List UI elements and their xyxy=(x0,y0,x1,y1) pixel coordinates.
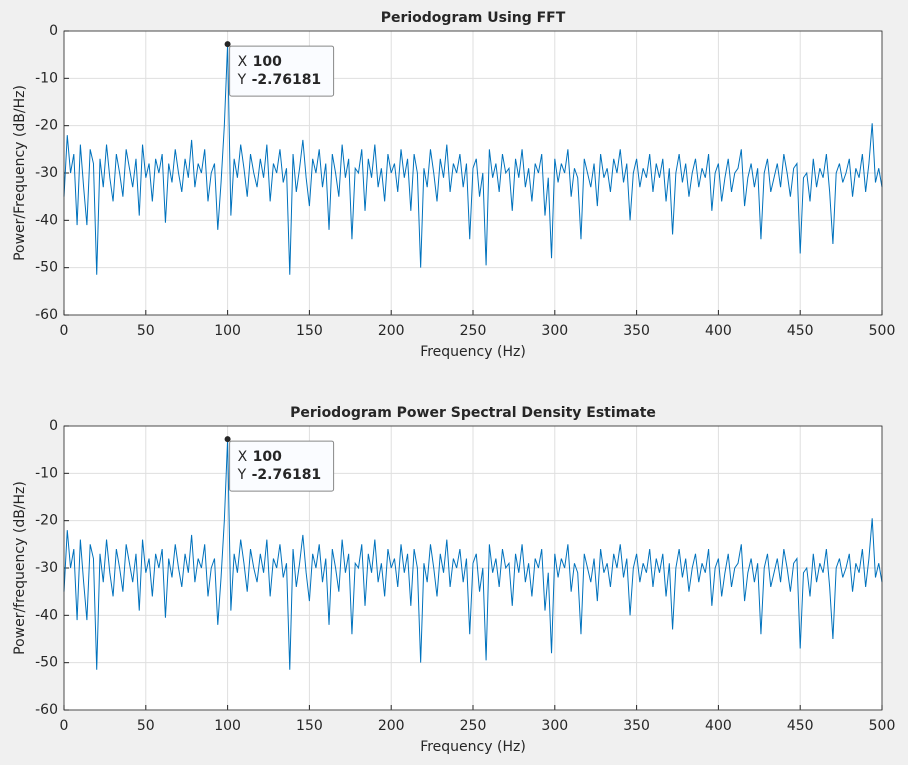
y-tick-label: -60 xyxy=(35,702,58,718)
datatip-box xyxy=(229,45,335,97)
datatip-box xyxy=(229,440,335,492)
x-tick-label: 150 xyxy=(296,323,323,339)
x-axis-label: Frequency (Hz) xyxy=(420,739,526,755)
x-tick-label: 0 xyxy=(60,718,69,734)
datatip-marker xyxy=(224,436,231,443)
y-tick-label: -10 xyxy=(35,465,58,481)
x-tick-label: 150 xyxy=(296,718,323,734)
x-tick-label: 200 xyxy=(378,323,405,339)
y-tick-label: -40 xyxy=(35,607,58,623)
y-tick-label: 0 xyxy=(49,23,58,39)
x-axis-label: Frequency (Hz) xyxy=(420,344,526,360)
x-tick-label: 0 xyxy=(60,323,69,339)
x-tick-label: 50 xyxy=(137,323,155,339)
x-tick-label: 400 xyxy=(705,323,732,339)
y-tick-label: -30 xyxy=(35,165,58,181)
x-tick-label: 100 xyxy=(214,323,241,339)
x-tick-label: 350 xyxy=(623,323,650,339)
axes-box xyxy=(63,30,883,316)
x-tick-label: 500 xyxy=(869,323,896,339)
y-tick-label: -30 xyxy=(35,560,58,576)
datatip-x-value: 100 xyxy=(253,449,282,465)
x-tick-label: 400 xyxy=(705,718,732,734)
y-tick-label: -60 xyxy=(35,307,58,323)
y-axis-label: Power/frequency (dB/Hz) xyxy=(12,481,28,655)
datatip-y-label: Y xyxy=(237,72,247,88)
y-tick-label: -10 xyxy=(35,70,58,86)
datatip-x-label: X xyxy=(238,449,248,465)
x-tick-label: 50 xyxy=(137,718,155,734)
datatip-y-label: Y xyxy=(237,467,247,483)
x-tick-label: 250 xyxy=(460,718,487,734)
datatip-x-value: 100 xyxy=(253,54,282,70)
axes-box xyxy=(63,425,883,711)
y-tick-label: -20 xyxy=(35,118,58,134)
y-tick-label: -50 xyxy=(35,260,58,276)
x-tick-label: 450 xyxy=(787,718,814,734)
datatip-y-value: -2.76181 xyxy=(252,467,322,483)
chart-title: Periodogram Using FFT xyxy=(381,10,566,26)
x-tick-label: 200 xyxy=(378,718,405,734)
x-tick-label: 450 xyxy=(787,323,814,339)
datatip-y-value: -2.76181 xyxy=(252,72,322,88)
x-tick-label: 250 xyxy=(460,323,487,339)
y-tick-label: 0 xyxy=(49,418,58,434)
y-tick-label: -20 xyxy=(35,513,58,529)
x-tick-label: 350 xyxy=(623,718,650,734)
chart-title: Periodogram Power Spectral Density Estim… xyxy=(290,405,656,421)
y-axis-label: Power/Frequency (dB/Hz) xyxy=(12,85,28,261)
datatip-marker xyxy=(224,41,231,48)
line-series xyxy=(63,44,883,275)
x-tick-label: 300 xyxy=(541,323,568,339)
line-series xyxy=(63,439,883,670)
y-tick-label: -50 xyxy=(35,655,58,671)
x-tick-label: 300 xyxy=(541,718,568,734)
y-tick-label: -40 xyxy=(35,212,58,228)
x-tick-label: 500 xyxy=(869,718,896,734)
datatip-x-label: X xyxy=(238,54,248,70)
x-tick-label: 100 xyxy=(214,718,241,734)
